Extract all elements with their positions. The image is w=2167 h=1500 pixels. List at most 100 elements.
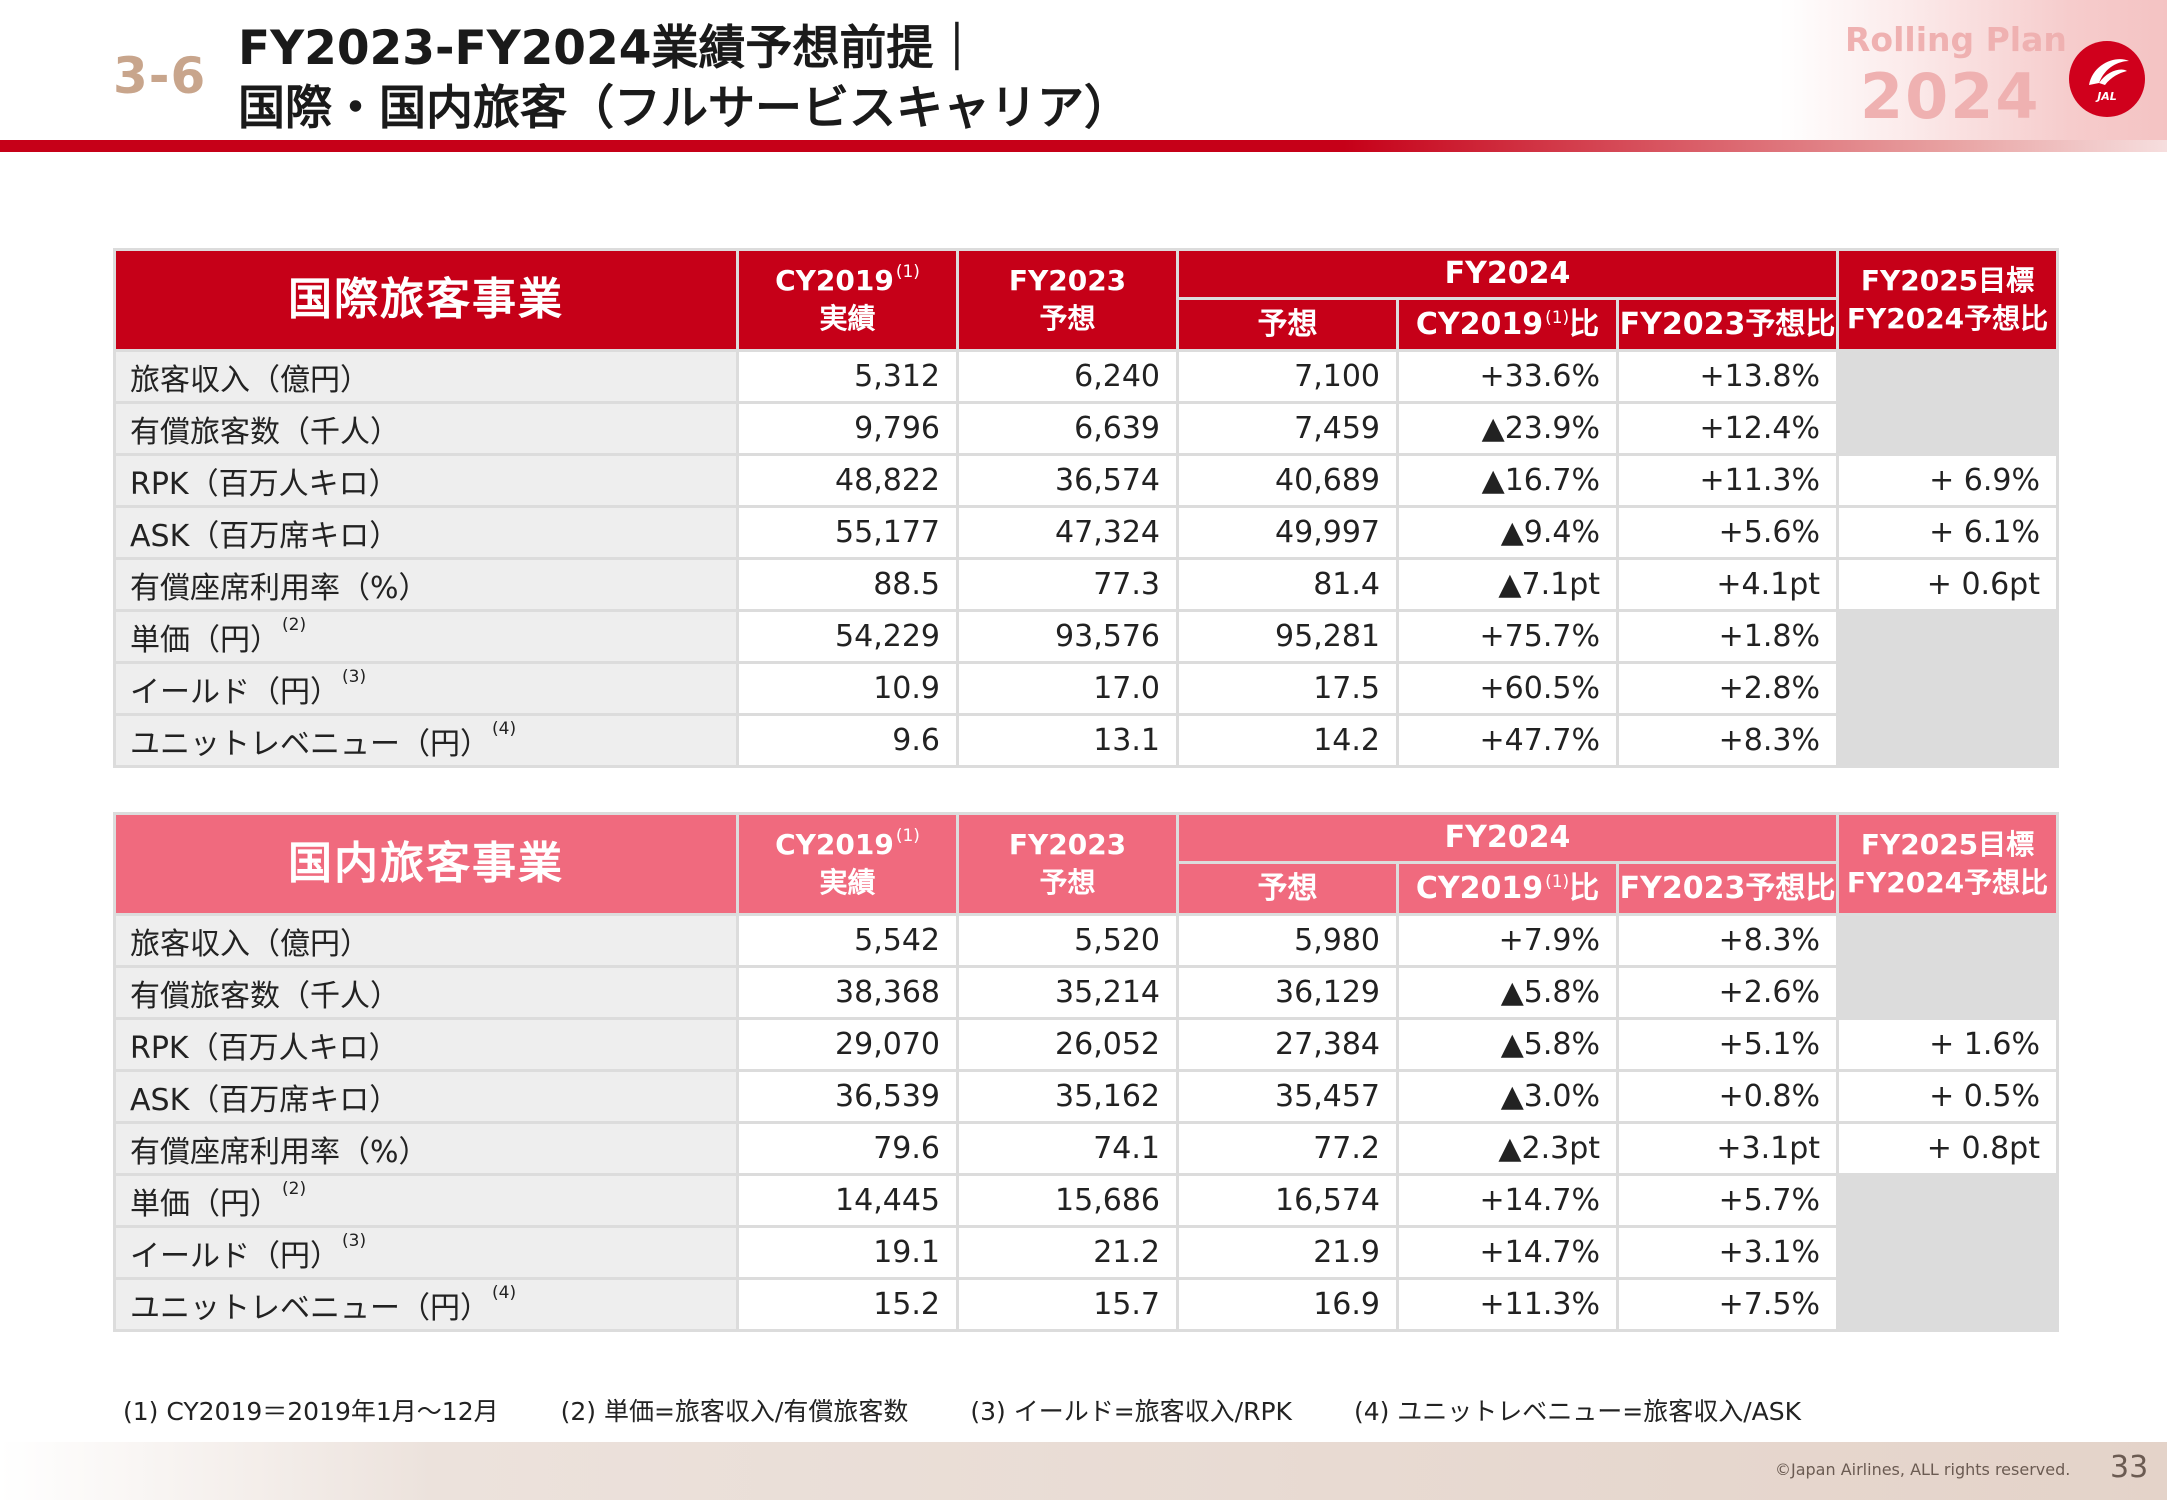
cell-fy2025: + 0.8pt (1839, 1124, 2056, 1173)
cell-fy2024: 40,689 (1179, 456, 1396, 505)
cell-vs-cy2019: ▲5.8% (1399, 1020, 1616, 1069)
cell-fy2025 (1839, 1280, 2056, 1329)
cell-vs-fy2023: +0.8% (1619, 1072, 1836, 1121)
cell-fy2024: 14.2 (1179, 716, 1396, 765)
cell-cy2019: 5,542 (739, 916, 956, 965)
cell-fy2023: 15.7 (959, 1280, 1176, 1329)
row-label: 有償座席利用率（%） (116, 1124, 736, 1173)
cell-fy2023: 6,240 (959, 352, 1176, 401)
row-label: ASK（百万席キロ） (116, 1072, 736, 1121)
table-row: 有償旅客数（千人） 9,796 6,639 7,459 ▲23.9% +12.4… (116, 404, 2056, 453)
row-label: ASK（百万席キロ） (116, 508, 736, 557)
cell-cy2019: 36,539 (739, 1072, 956, 1121)
cell-vs-fy2023: +2.6% (1619, 968, 1836, 1017)
international-passenger-table: 国際旅客事業 CY2019 (1) 実績 FY2023 予想 FY2024 FY202… (113, 248, 2059, 768)
cell-cy2019: 10.9 (739, 664, 956, 713)
jal-logo: JAL (2069, 41, 2145, 117)
cell-vs-fy2023: +5.6% (1619, 508, 1836, 557)
row-label: 有償旅客数（千人） (116, 968, 736, 1017)
cell-fy2025 (1839, 716, 2056, 765)
col-header-fy2025: FY2025目標 FY2024予想比 (1839, 815, 2056, 913)
cell-fy2025 (1839, 1228, 2056, 1277)
cell-vs-fy2023: +8.3% (1619, 916, 1836, 965)
rolling-plan-label: Rolling Plan (1845, 20, 2067, 59)
row-label: 旅客収入（億円） (116, 352, 736, 401)
cell-fy2023: 15,686 (959, 1176, 1176, 1225)
row-label: RPK（百万人キロ） (116, 456, 736, 505)
cell-vs-cy2019: +47.7% (1399, 716, 1616, 765)
table-row: 有償座席利用率（%） 79.6 74.1 77.2 ▲2.3pt +3.1pt … (116, 1124, 2056, 1173)
cell-cy2019: 88.5 (739, 560, 956, 609)
cell-fy2024: 49,997 (1179, 508, 1396, 557)
col-header-fy2024: FY2024 (1179, 815, 1836, 861)
cell-fy2024: 95,281 (1179, 612, 1396, 661)
cell-cy2019: 15.2 (739, 1280, 956, 1329)
cell-fy2023: 35,214 (959, 968, 1176, 1017)
rolling-plan-year: 2024 (1860, 60, 2041, 133)
footer-bar (0, 1442, 2167, 1500)
cell-vs-fy2023: +8.3% (1619, 716, 1836, 765)
cell-fy2025 (1839, 352, 2056, 401)
cell-vs-cy2019: ▲3.0% (1399, 1072, 1616, 1121)
cell-fy2023: 13.1 (959, 716, 1176, 765)
cell-vs-fy2023: +1.8% (1619, 612, 1836, 661)
copyright: ©Japan Airlines, ALL rights reserved. (1775, 1460, 2071, 1479)
col-header-cy2019: CY2019 (1) 実績 (739, 251, 956, 349)
row-label: 単価（円） (2) (116, 612, 736, 661)
cell-fy2025 (1839, 916, 2056, 965)
table-row: ASK（百万席キロ） 55,177 47,324 49,997 ▲9.4% +5… (116, 508, 2056, 557)
col-header-fy2024: FY2024 (1179, 251, 1836, 297)
row-label: ユニットレベニュー（円） (4) (116, 716, 736, 765)
cell-vs-cy2019: +60.5% (1399, 664, 1616, 713)
cell-vs-fy2023: +11.3% (1619, 456, 1836, 505)
cell-vs-cy2019: +33.6% (1399, 352, 1616, 401)
col-header-fy2023: FY2023 予想 (959, 815, 1176, 913)
col-header-fy2025: FY2025目標 FY2024予想比 (1839, 251, 2056, 349)
footnote: (4) ユニットレベニュー=旅客収入/ASK (1353, 1397, 1802, 1426)
cell-cy2019: 54,229 (739, 612, 956, 661)
cell-fy2023: 26,052 (959, 1020, 1176, 1069)
domestic-passenger-table: 国内旅客事業 CY2019 (1) 実績 FY2023 予想 FY2024 FY202… (113, 812, 2059, 1332)
col-header-vs-fy2023: FY2023予想比 (1619, 864, 1836, 913)
cell-vs-cy2019: +14.7% (1399, 1228, 1616, 1277)
cell-vs-fy2023: +12.4% (1619, 404, 1836, 453)
cell-vs-cy2019: +7.9% (1399, 916, 1616, 965)
cell-vs-cy2019: ▲2.3pt (1399, 1124, 1616, 1173)
table-row: イールド（円） (3) 19.1 21.2 21.9 +14.7% +3.1% (116, 1228, 2056, 1277)
cell-vs-fy2023: +5.1% (1619, 1020, 1836, 1069)
page-title-line2: 国際・国内旅客（フルサービスキャリア） (238, 81, 1131, 136)
table-row: ASK（百万席キロ） 36,539 35,162 35,457 ▲3.0% +0… (116, 1072, 2056, 1121)
table-row: イールド（円） (3) 10.9 17.0 17.5 +60.5% +2.8% (116, 664, 2056, 713)
cell-vs-fy2023: +5.7% (1619, 1176, 1836, 1225)
col-header-vs-fy2023: FY2023予想比 (1619, 300, 1836, 349)
row-label: ユニットレベニュー（円） (4) (116, 1280, 736, 1329)
table-row: 旅客収入（億円） 5,542 5,520 5,980 +7.9% +8.3% (116, 916, 2056, 965)
footnote: (2) 単価=旅客収入/有償旅客数 (560, 1397, 909, 1426)
cell-cy2019: 38,368 (739, 968, 956, 1017)
cell-fy2023: 6,639 (959, 404, 1176, 453)
footnote: (3) イールド=旅客収入/RPK (970, 1397, 1292, 1426)
col-header-vs-cy2019: CY2019 (1)比 (1399, 864, 1616, 913)
cell-cy2019: 9.6 (739, 716, 956, 765)
footnote: (1) CY2019＝2019年1月～12月 (123, 1397, 499, 1426)
col-header-fy2023: FY2023 予想 (959, 251, 1176, 349)
table-row: ユニットレベニュー（円） (4) 15.2 15.7 16.9 +11.3% +7… (116, 1280, 2056, 1329)
table-row: RPK（百万人キロ） 48,822 36,574 40,689 ▲16.7% +… (116, 456, 2056, 505)
cell-vs-cy2019: ▲16.7% (1399, 456, 1616, 505)
col-header-fy2024-forecast: 予想 (1179, 864, 1396, 913)
cell-cy2019: 14,445 (739, 1176, 956, 1225)
cell-cy2019: 5,312 (739, 352, 956, 401)
cell-fy2025: + 0.6pt (1839, 560, 2056, 609)
cell-cy2019: 55,177 (739, 508, 956, 557)
cell-cy2019: 19.1 (739, 1228, 956, 1277)
cell-fy2023: 36,574 (959, 456, 1176, 505)
row-label: イールド（円） (3) (116, 1228, 736, 1277)
cell-fy2024: 77.2 (1179, 1124, 1396, 1173)
cell-vs-fy2023: +7.5% (1619, 1280, 1836, 1329)
cell-fy2025 (1839, 968, 2056, 1017)
section-number: 3-6 (113, 47, 207, 105)
row-label: イールド（円） (3) (116, 664, 736, 713)
col-header-fy2024-forecast: 予想 (1179, 300, 1396, 349)
row-label: RPK（百万人キロ） (116, 1020, 736, 1069)
jal-logo-text: JAL (2097, 90, 2117, 103)
